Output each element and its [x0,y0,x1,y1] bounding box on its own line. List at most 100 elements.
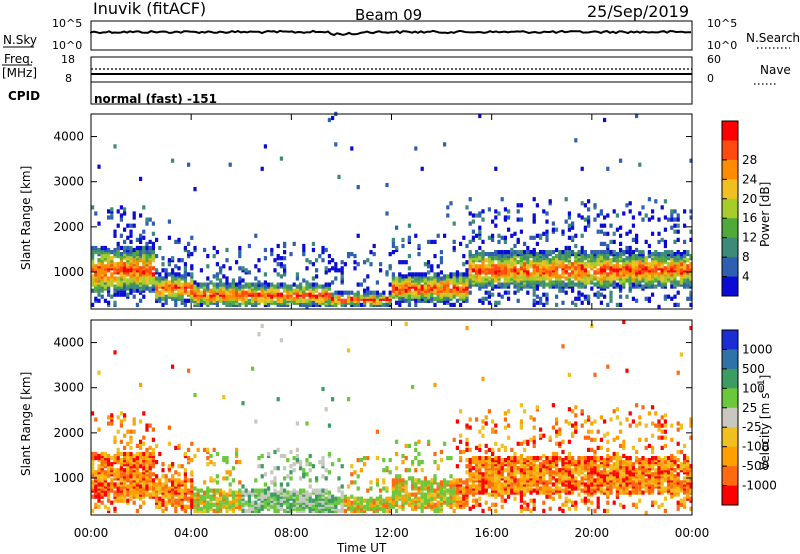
heatmap-cell [116,415,120,420]
heatmap-cell [459,486,463,491]
heatmap-cell [119,462,123,467]
heatmap-cell [337,174,341,179]
heatmap-cell [305,490,309,495]
heatmap-cell [510,482,514,487]
heatmap-cell [238,250,242,255]
heatmap-cell [148,217,152,222]
heatmap-cell [567,421,571,426]
heatmap-cell [411,294,415,299]
heatmap-cell [465,243,469,249]
heatmap-cell [443,142,447,147]
heatmap-cell [452,302,456,307]
heatmap-cell [94,470,98,475]
heatmap-cell [199,302,203,307]
heatmap-cell [641,217,645,222]
heatmap-cell [135,466,139,471]
heatmap-cell [155,280,159,285]
heatmap-cell [174,302,178,307]
heatmap-cell [465,478,469,483]
heatmap-cell [279,298,283,303]
heatmap-cell [347,290,351,295]
heatmap-cell [161,462,165,467]
heatmap-cell [263,500,267,505]
heatmap-cell [609,290,613,295]
heatmap-cell [593,282,597,287]
heatmap-cell [571,235,575,240]
heatmap-cell [542,486,546,491]
heatmap-cell [529,235,533,240]
heatmap-cell [372,252,376,257]
heatmap-cell [414,447,418,452]
heatmap-cell [427,239,431,244]
heatmap-cell [215,276,219,281]
heatmap-cell [107,466,111,471]
heatmap-cell [468,270,472,275]
heatmap-cell [574,421,578,426]
heatmap-cell [503,207,507,212]
heatmap-cell [567,451,571,457]
heatmap-cell [580,476,584,481]
heatmap-cell [516,203,520,208]
heatmap-cell [510,272,514,277]
heatmap-cell [404,488,408,493]
heatmap-cell [132,421,136,426]
nsky-label: N.Sky [3,33,37,47]
heatmap-cell [446,456,450,461]
heatmap-cell [548,476,552,481]
heatmap-cell [161,502,165,507]
heatmap-cell [404,274,408,279]
heatmap-cell [395,494,399,499]
heatmap-cell [484,415,488,420]
heatmap-cell [91,250,95,255]
heatmap-cell [561,439,565,444]
heatmap-cell [411,504,415,509]
heatmap-cell [283,492,287,497]
heatmap-cell [171,158,175,163]
heatmap-cell [289,494,293,499]
heatmap-cell [523,500,527,505]
heatmap-cell [561,280,565,285]
heatmap-cell [299,302,303,307]
heatmap-cell [215,302,219,307]
heatmap-cell [523,439,527,444]
heatmap-cell [103,298,107,303]
heatmap-cell [283,264,287,269]
heatmap-cell [340,270,344,275]
heatmap-cell [574,506,578,511]
heatmap-cell [571,500,575,505]
heatmap-cell [475,502,479,507]
heatmap-cell [593,270,597,275]
heatmap-cell [673,294,677,299]
heatmap-cell [523,478,527,483]
heatmap-cell [497,250,501,255]
heatmap-cell [535,272,539,277]
heatmap-cell [484,449,488,455]
heatmap-cell [491,237,495,242]
heatmap-cell [123,433,127,438]
heatmap-cell [686,264,690,269]
heatmap-cell [487,300,491,305]
heatmap-cell [94,296,98,301]
heatmap-cell [359,294,363,299]
heatmap-cell [452,502,456,507]
heatmap-cell [449,484,453,489]
heatmap-cell [564,290,568,295]
heatmap-cell [401,260,405,265]
heatmap-cell [292,288,296,293]
heatmap-cell [177,443,181,448]
heatmap-cell [516,441,520,446]
heatmap-cell [446,213,450,218]
heatmap-cell [276,490,280,495]
heatmap-cell [251,366,255,371]
y-tick-label: 1000 [53,265,84,279]
heatmap-cell [174,508,178,513]
heatmap-cell [385,211,389,216]
heatmap-cell [238,245,242,251]
colorbar-tick-label: 8 [742,250,750,264]
heatmap-cell [180,274,184,279]
heatmap-cell [228,282,232,287]
heatmap-cell [551,496,555,501]
heatmap-cell [222,490,226,495]
heatmap-cell [532,250,536,255]
heatmap-cell [257,464,261,469]
